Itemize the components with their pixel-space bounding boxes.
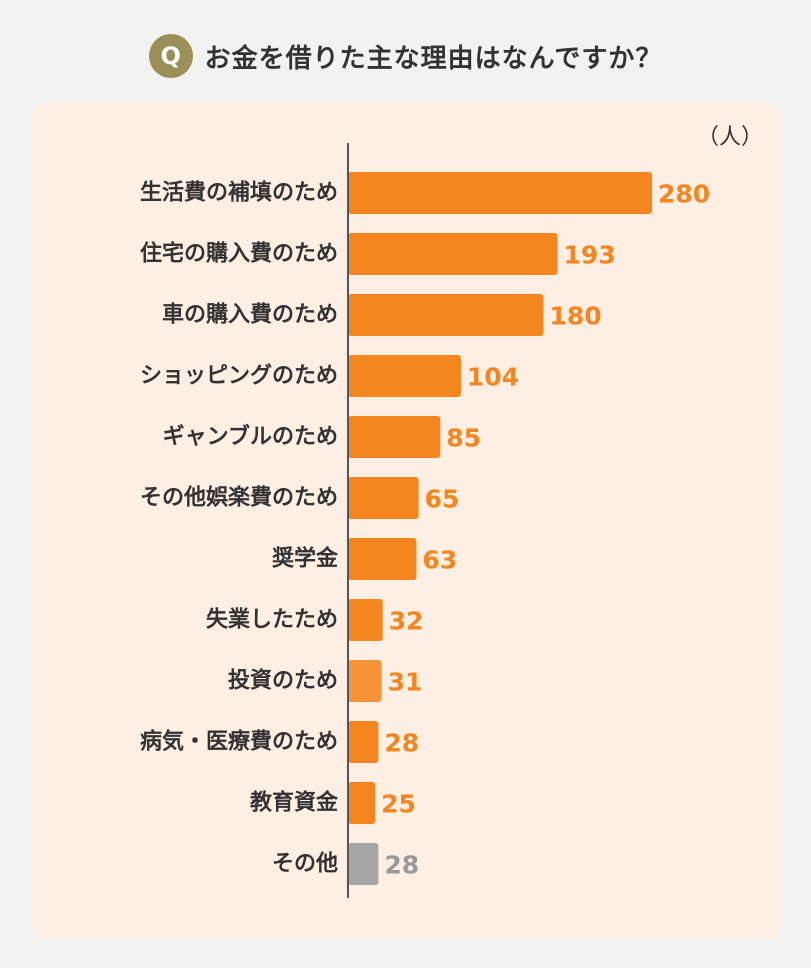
category-label: 投資のため <box>228 668 338 694</box>
category-label: ギャンブルのため <box>163 424 338 450</box>
category-label: 車の購入費のため <box>162 303 338 328</box>
bar <box>348 233 558 275</box>
value-label: 85 <box>446 424 481 453</box>
category-label: 生活費の補填のため <box>140 180 338 206</box>
bar <box>348 355 461 397</box>
category-label: ショッピングのため <box>140 363 338 389</box>
bar <box>348 294 544 336</box>
bar-chart: 生活費の補填のため 280 住宅の購入費のため 193 車の購入費のため 180 ショッピン… <box>140 143 710 898</box>
question-header: Q お金を借りた主な理由はなんですか？ <box>0 28 811 84</box>
value-label: 28 <box>384 729 419 758</box>
value-label: 32 <box>389 607 424 636</box>
category-label: その他娯楽費のため <box>140 485 338 511</box>
category-label: 住宅の購入費のため <box>140 241 338 267</box>
value-label: 63 <box>422 546 457 575</box>
bar <box>348 477 419 519</box>
chart-panel: （人） 生活費の補填のため 280 住宅の購入費のため 193 車の購入費のため 180 シ… <box>31 103 781 939</box>
bar <box>348 782 376 824</box>
bar <box>348 599 383 641</box>
q-badge-icon: Q <box>148 34 193 78</box>
question-title: お金を借りた主な理由はなんですか？ <box>204 43 663 74</box>
bar <box>348 538 417 580</box>
value-label: 31 <box>388 668 423 697</box>
bar <box>348 172 652 214</box>
category-label: 奨学金 <box>272 546 339 572</box>
unit-label: （人） <box>696 125 763 150</box>
value-label: 104 <box>467 363 519 392</box>
value-label: 180 <box>549 302 601 331</box>
bar <box>348 660 382 702</box>
value-label: 25 <box>381 790 416 819</box>
category-label: その他 <box>272 852 338 877</box>
category-label: 失業したため <box>206 608 338 633</box>
bar <box>348 416 441 458</box>
bar <box>348 843 379 885</box>
category-label: 教育資金 <box>250 790 339 816</box>
value-label: 193 <box>564 241 616 270</box>
bar <box>348 721 379 763</box>
value-label: 280 <box>658 180 710 209</box>
value-label: 65 <box>425 485 460 514</box>
value-label: 28 <box>384 851 419 880</box>
category-label: 病気・医療費のため <box>140 729 338 755</box>
